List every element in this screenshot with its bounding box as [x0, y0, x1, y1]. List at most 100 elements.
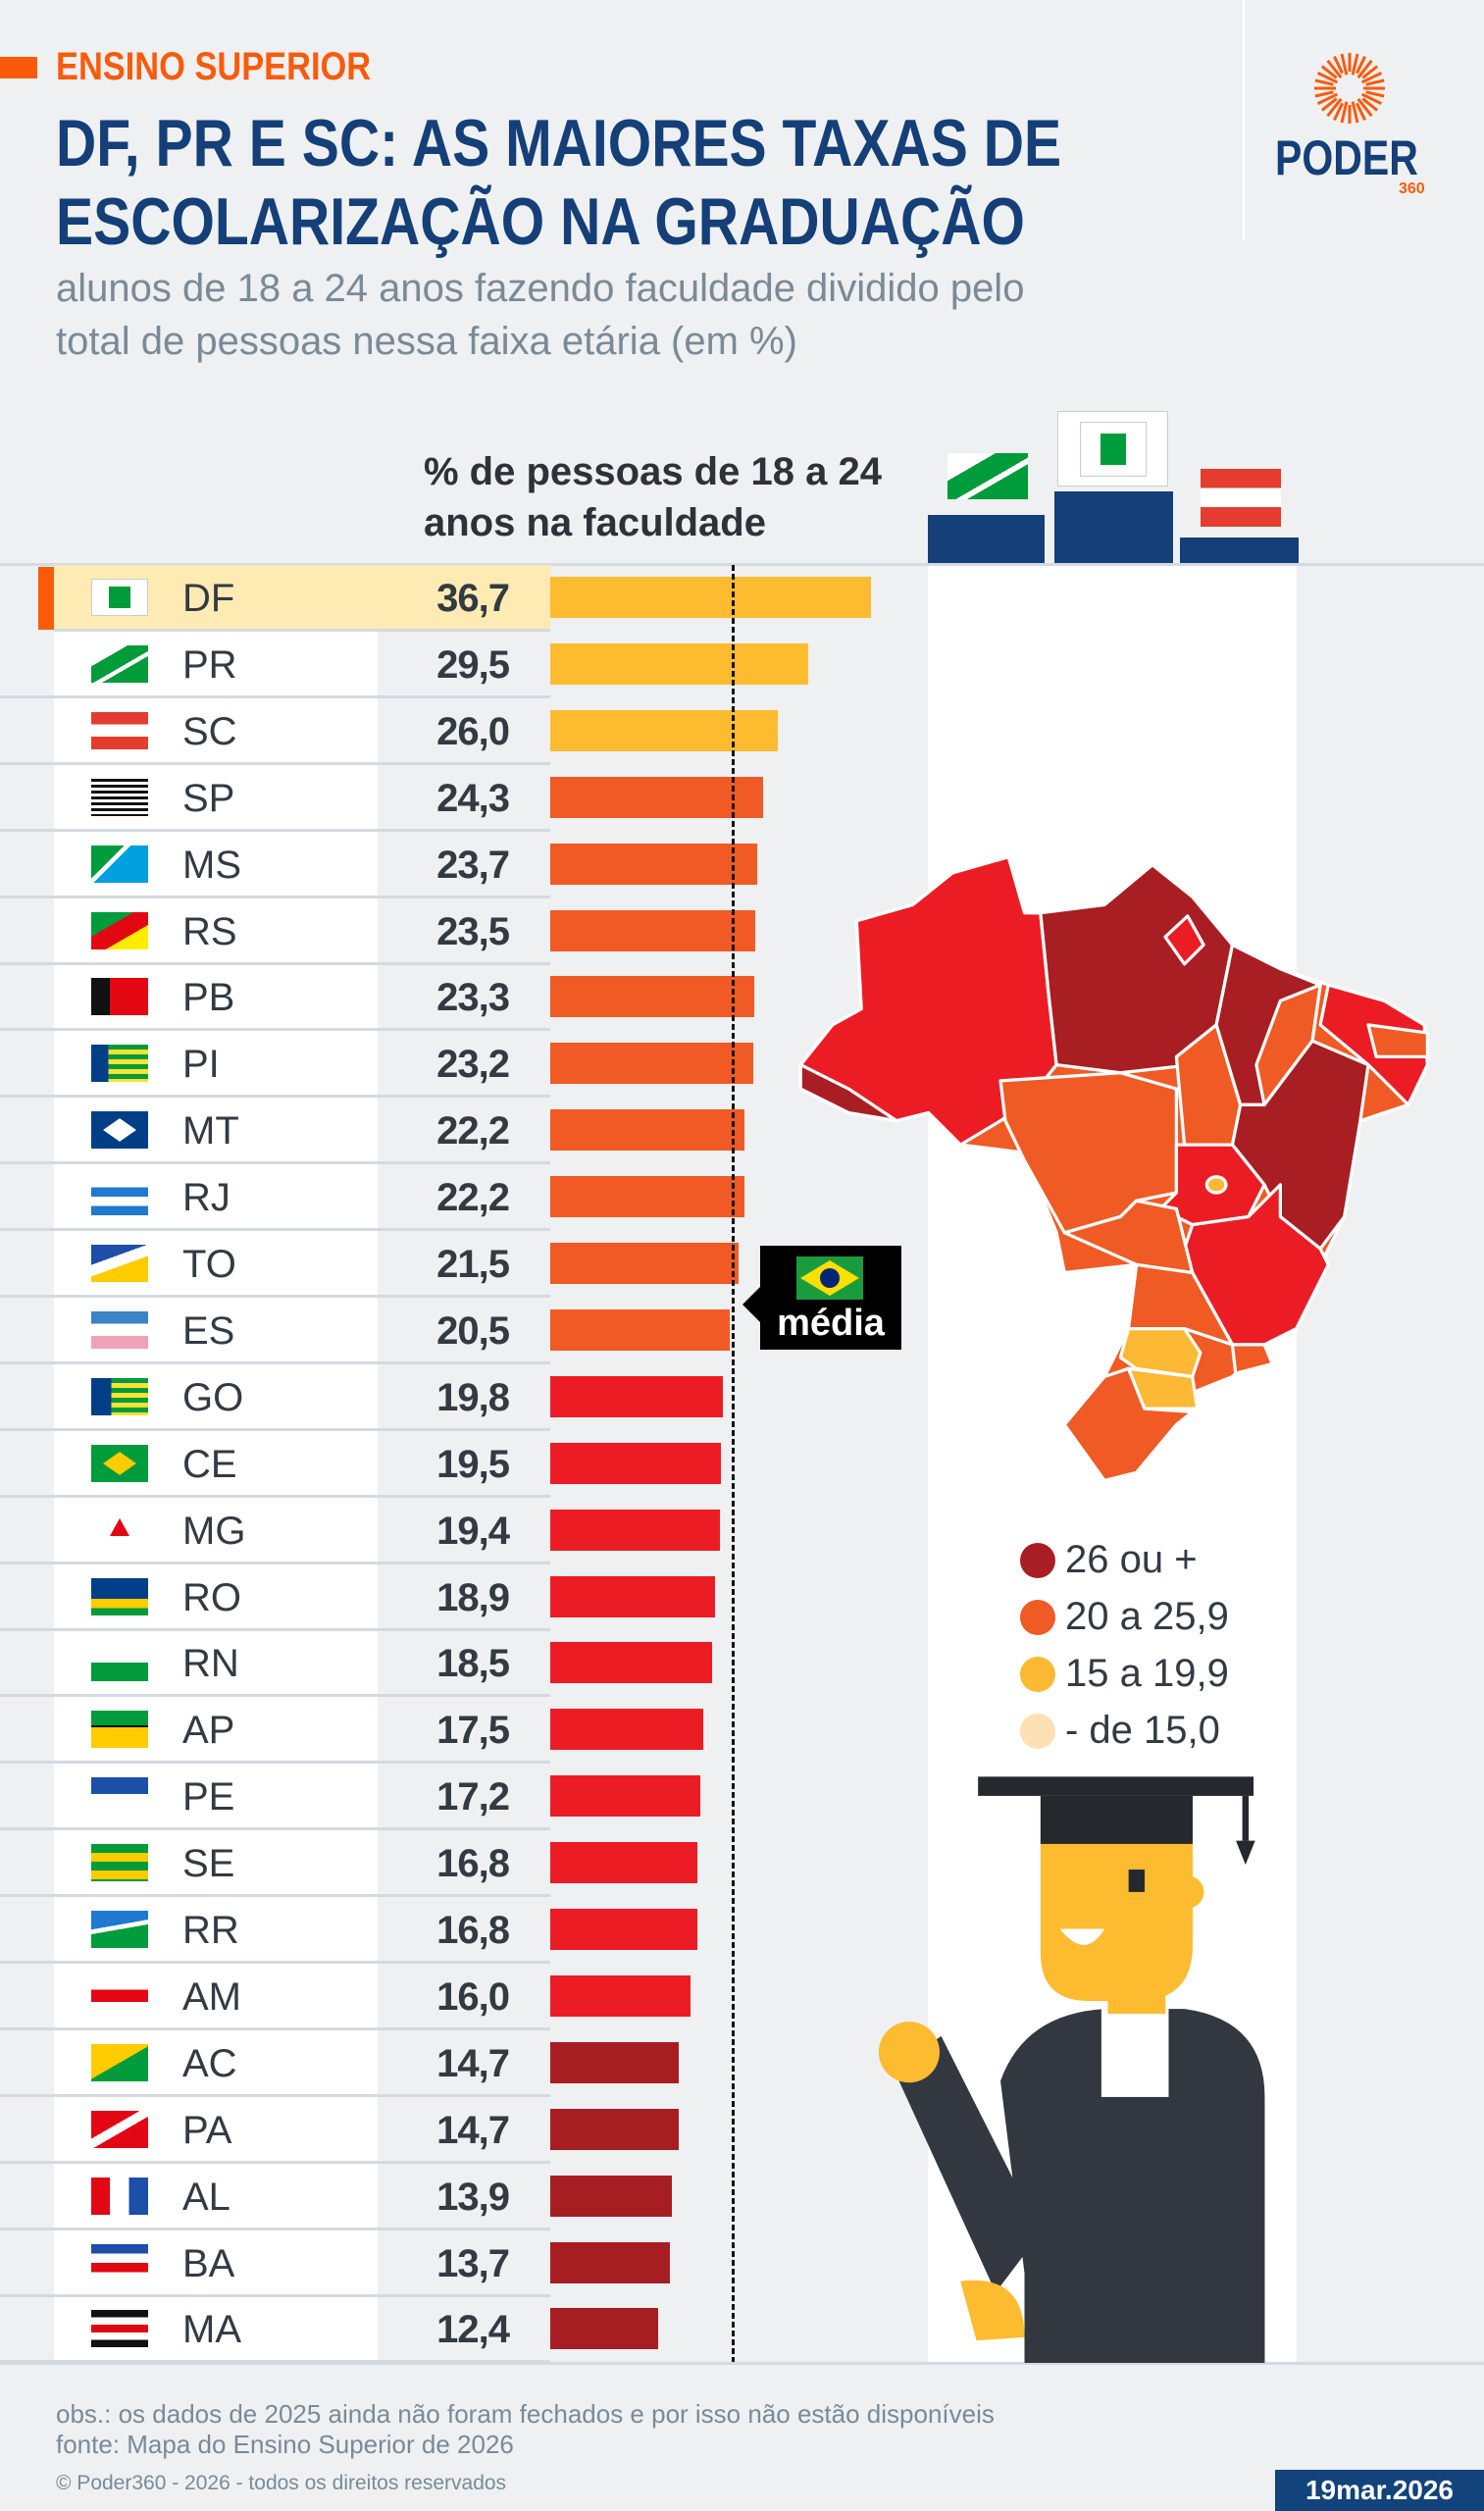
table-row-ro: RO 18,9 — [0, 1564, 550, 1631]
flag-ce-icon — [91, 1444, 148, 1482]
table-row-se: SE 16,8 — [0, 1830, 550, 1898]
flag-se-icon — [91, 1844, 148, 1882]
value-label: 18,5 — [436, 1642, 510, 1686]
table-row-to: TO 21,5 — [0, 1231, 550, 1298]
flag-al-icon — [91, 2177, 148, 2215]
table-row-df: DF 36,7 — [54, 565, 550, 632]
value-label: 19,4 — [436, 1509, 510, 1553]
state-label: RO — [182, 1575, 241, 1619]
value-label: 23,7 — [436, 843, 510, 887]
table-row-ms: MS 23,7 — [0, 832, 550, 898]
value-label: 14,7 — [436, 2041, 510, 2085]
graduate-collar — [1100, 2009, 1169, 2097]
flag-to-icon — [91, 1245, 148, 1282]
column-header-line-2: anos na faculdade — [424, 501, 766, 544]
flag-pr-icon — [91, 644, 148, 683]
value-label: 16,8 — [436, 1842, 510, 1886]
bar-mt — [550, 1109, 744, 1152]
legend-swatch — [1020, 1656, 1055, 1692]
bar-rn — [550, 1642, 712, 1684]
state-label: PI — [182, 1043, 220, 1087]
value-label: 16,0 — [436, 1974, 510, 2019]
flag-ap-icon — [91, 1711, 148, 1749]
state-label: SC — [182, 709, 237, 753]
graduate-head — [1040, 1840, 1193, 2001]
flag-sp-icon — [91, 778, 148, 816]
value-label: 26,0 — [436, 709, 510, 753]
value-label: 29,5 — [436, 642, 510, 687]
table-row-pi: PI 23,2 — [0, 1031, 550, 1099]
podium-flag-df-icon — [1080, 422, 1147, 477]
bar-ro — [550, 1575, 716, 1617]
state-label: RJ — [182, 1176, 230, 1220]
value-label: 17,5 — [436, 1709, 510, 1753]
legend-label: 20 a 25,9 — [1065, 1595, 1229, 1638]
bar-rr — [550, 1909, 697, 1950]
top-rule — [0, 563, 1484, 566]
table-row-mt: MT 22,2 — [0, 1098, 550, 1165]
graduate-cap-base — [1040, 1795, 1193, 1844]
bar-pr — [550, 642, 808, 685]
bottom-rule — [0, 2362, 1484, 2365]
state-label: PE — [182, 1775, 235, 1819]
value-label: 17,2 — [436, 1775, 510, 1819]
kicker-mark — [0, 57, 37, 78]
bar-pe — [550, 1775, 701, 1818]
graduate-tassel-end — [1236, 1840, 1255, 1866]
legend-item: 15 a 19,9 — [1020, 1652, 1229, 1696]
legend-label: 26 ou + — [1065, 1538, 1198, 1581]
state-label: CE — [182, 1442, 237, 1486]
brazil-map — [798, 856, 1429, 1483]
bar-es — [550, 1308, 730, 1351]
table-row-ba: BA 13,7 — [0, 2230, 550, 2297]
table-row-pa: PA 14,7 — [0, 2097, 550, 2164]
graduate-arm — [893, 2035, 1041, 2293]
subtitle-line-2: total de pessoas nessa faixa etária (em … — [56, 320, 797, 363]
flag-pa-icon — [91, 2110, 148, 2148]
map-region-ac — [798, 1062, 898, 1123]
flag-pi-icon — [91, 1045, 148, 1083]
flag-am-icon — [91, 1976, 148, 2015]
bar-ms — [550, 843, 758, 885]
value-label: 20,5 — [436, 1308, 510, 1353]
table-row-ce: CE 19,5 — [0, 1431, 550, 1498]
flag-rj-icon — [91, 1178, 148, 1216]
value-label: 22,2 — [436, 1109, 510, 1153]
value-label: 24,3 — [436, 776, 510, 820]
table-row-ac: AC 14,7 — [0, 2030, 550, 2097]
value-label: 18,9 — [436, 1575, 510, 1619]
map-region-sp — [1126, 1262, 1235, 1347]
title-line-1: DF, PR E SC: AS MAIORES TAXAS DE — [56, 106, 1062, 180]
legend-swatch — [1020, 1599, 1055, 1635]
legend-label: - de 15,0 — [1065, 1709, 1220, 1752]
flag-pb-icon — [91, 978, 148, 1016]
table-row-ma: MA 12,4 — [0, 2296, 550, 2364]
bar-am — [550, 1974, 691, 2017]
podium-flag-sc-icon — [1201, 469, 1281, 527]
flag-pe-icon — [91, 1777, 148, 1816]
logo-360: 360 — [1399, 180, 1425, 197]
bar-se — [550, 1842, 697, 1884]
bar-pb — [550, 976, 754, 1018]
flag-mt-icon — [91, 1111, 148, 1150]
value-label: 23,5 — [436, 909, 510, 953]
logo-divider — [1243, 0, 1245, 240]
legend-swatch — [1020, 1713, 1055, 1749]
state-label: RN — [182, 1642, 239, 1686]
bar-sc — [550, 709, 778, 751]
graduate-tassel — [1242, 1795, 1250, 1841]
bar-go — [550, 1375, 724, 1417]
graduate-body — [1000, 2009, 1265, 2363]
logo-text: PODER — [1275, 130, 1418, 185]
footer-source: fonte: Mapa do Ensino Superior de 2026 — [56, 2430, 514, 2459]
bar-rs — [550, 909, 756, 951]
state-label: MS — [182, 843, 241, 887]
kicker: ENSINO SUPERIOR — [56, 45, 372, 88]
footer-copyright: © Poder360 - 2026 - todos os direitos re… — [56, 2472, 507, 2494]
column-header: % de pessoas de 18 a 24 anos na faculdad… — [424, 446, 953, 548]
state-label: GO — [182, 1375, 244, 1419]
state-label: PA — [182, 2108, 232, 2152]
bar-ac — [550, 2041, 679, 2083]
table-row-sp: SP 24,3 — [0, 765, 550, 832]
value-label: 23,2 — [436, 1043, 510, 1087]
